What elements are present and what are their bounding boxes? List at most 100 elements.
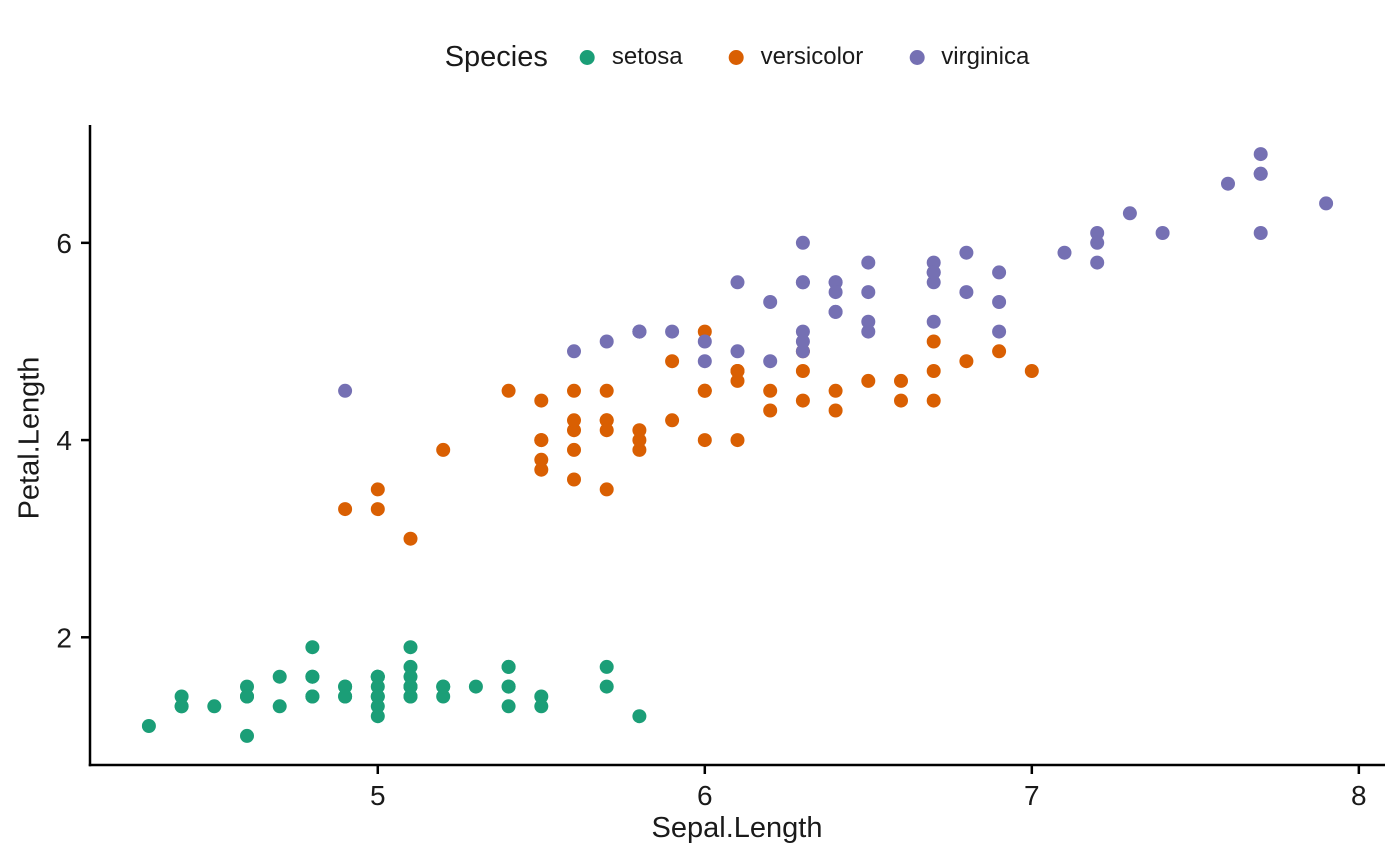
data-point-virginica <box>567 344 581 359</box>
data-point-versicolor <box>959 354 974 369</box>
data-point-versicolor <box>697 383 712 398</box>
data-point-versicolor <box>665 354 680 369</box>
data-point-versicolor <box>534 433 549 448</box>
data-point-setosa <box>403 659 418 674</box>
data-point-virginica <box>1057 245 1072 260</box>
data-point-setosa <box>436 689 451 704</box>
legend-item-setosa: setosa <box>579 43 683 71</box>
data-point-setosa <box>174 699 189 714</box>
data-point-setosa <box>305 640 320 655</box>
data-point-versicolor <box>632 442 647 457</box>
data-point-versicolor <box>795 364 810 378</box>
data-point-virginica <box>926 314 941 329</box>
data-point-setosa <box>599 659 614 674</box>
x-tick-label: 5 <box>370 780 386 811</box>
legend-item-virginica: virginica <box>909 43 1029 71</box>
data-point-setosa <box>632 709 647 724</box>
data-point-versicolor <box>730 364 745 378</box>
data-point-virginica <box>828 285 843 300</box>
data-point-versicolor <box>501 383 516 398</box>
data-point-versicolor <box>338 502 353 517</box>
data-point-virginica <box>861 285 876 300</box>
data-point-virginica <box>992 265 1007 280</box>
legend-label-setosa: setosa <box>611 43 683 70</box>
data-point-versicolor <box>828 403 843 418</box>
data-point-virginica <box>861 324 876 339</box>
data-point-virginica <box>1221 176 1235 191</box>
data-point-versicolor <box>763 383 778 398</box>
data-point-setosa <box>501 659 516 674</box>
y-tick-label: 6 <box>56 228 72 259</box>
data-point-versicolor <box>763 403 778 418</box>
legend-dot-versicolor <box>728 49 744 65</box>
data-point-virginica <box>338 383 353 398</box>
data-point-versicolor <box>567 423 581 438</box>
data-point-virginica <box>861 255 876 270</box>
data-point-versicolor <box>926 334 941 349</box>
data-point-virginica <box>697 334 712 349</box>
data-point-virginica <box>1319 196 1334 211</box>
data-point-setosa <box>534 699 549 714</box>
data-point-virginica <box>828 304 843 319</box>
legend-title: Species <box>444 40 548 73</box>
data-point-setosa <box>305 669 320 684</box>
data-point-setosa <box>403 689 418 704</box>
data-point-versicolor <box>730 373 745 388</box>
x-tick-label: 8 <box>1351 780 1367 811</box>
data-point-versicolor <box>599 383 614 398</box>
y-tick-label: 4 <box>56 425 72 456</box>
data-point-setosa <box>370 679 385 694</box>
data-point-setosa <box>403 679 418 694</box>
x-tick-label: 6 <box>697 780 713 811</box>
data-point-versicolor <box>567 383 581 398</box>
data-point-versicolor <box>370 502 385 517</box>
data-point-versicolor <box>599 413 614 428</box>
data-point-virginica <box>1253 147 1268 162</box>
data-point-versicolor <box>567 472 581 487</box>
data-point-virginica <box>992 324 1007 339</box>
data-point-virginica <box>1253 226 1268 240</box>
data-point-versicolor <box>403 531 418 546</box>
data-point-virginica <box>632 324 647 339</box>
data-point-versicolor <box>926 393 941 408</box>
data-point-setosa <box>370 669 385 684</box>
legend-label-versicolor: versicolor <box>760 43 864 70</box>
data-point-versicolor <box>861 373 876 388</box>
data-point-versicolor <box>894 393 908 408</box>
legend-items: setosa versicolor virginica <box>579 43 1029 71</box>
data-point-setosa <box>370 699 385 714</box>
data-point-virginica <box>763 354 778 369</box>
data-point-virginica <box>730 275 745 290</box>
data-point-versicolor <box>697 433 712 448</box>
data-point-virginica <box>795 275 810 290</box>
legend-dot-virginica <box>909 49 925 65</box>
data-point-versicolor <box>730 433 745 448</box>
data-point-virginica <box>828 275 843 290</box>
legend-dot-setosa <box>579 49 595 65</box>
legend: Species setosa versicolor virginica <box>445 36 1030 78</box>
data-point-virginica <box>1155 226 1170 240</box>
data-point-versicolor <box>632 433 647 448</box>
data-point-virginica <box>1090 235 1105 250</box>
data-point-setosa <box>305 689 320 704</box>
data-point-setosa <box>141 719 156 733</box>
data-point-versicolor <box>599 482 614 497</box>
y-axis-title: Petal.Length <box>13 356 46 520</box>
data-point-setosa <box>174 689 189 704</box>
data-point-virginica <box>763 295 778 309</box>
data-point-virginica <box>795 324 810 339</box>
data-point-virginica <box>959 245 974 260</box>
data-point-setosa <box>468 679 483 694</box>
data-point-virginica <box>665 324 680 339</box>
data-point-virginica <box>697 354 712 369</box>
data-point-versicolor <box>992 344 1007 359</box>
data-point-virginica <box>926 255 941 270</box>
data-point-versicolor <box>828 383 843 398</box>
data-point-virginica <box>861 314 876 329</box>
legend-item-versicolor: versicolor <box>728 43 864 71</box>
data-point-versicolor <box>534 393 549 408</box>
data-point-versicolor <box>534 462 549 477</box>
data-point-virginica <box>599 334 614 349</box>
